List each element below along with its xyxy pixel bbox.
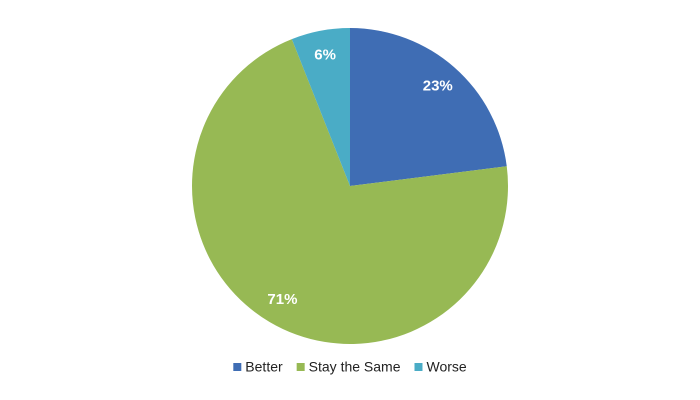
pie-slice — [350, 28, 507, 186]
data-label: 71% — [267, 291, 297, 308]
pie-slice — [192, 39, 508, 345]
data-label: 23% — [423, 77, 453, 94]
legend-marker — [414, 363, 423, 371]
data-label: 6% — [314, 47, 336, 64]
legend-marker — [233, 363, 242, 371]
legend: Better Stay the Same Worse — [233, 359, 467, 375]
legend-label: Stay the Same — [309, 359, 401, 375]
legend-label: Better — [245, 359, 283, 375]
legend-label: Worse — [426, 359, 466, 375]
legend-marker — [296, 363, 305, 371]
pie-slice — [291, 28, 350, 186]
